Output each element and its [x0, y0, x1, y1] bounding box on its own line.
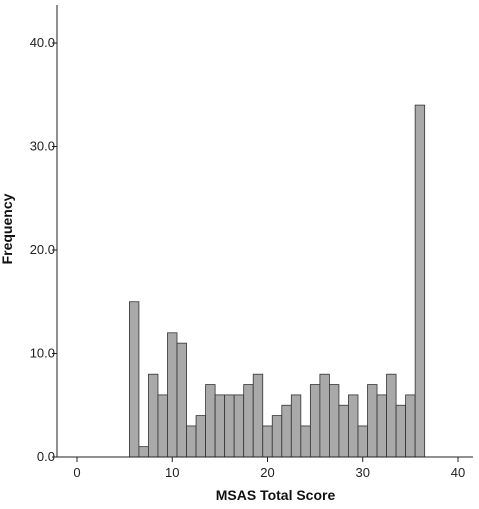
bar-18: [243, 384, 254, 458]
bar-19: [252, 373, 264, 458]
bar-13: [195, 415, 206, 458]
bar-36: [414, 104, 426, 458]
x-tick-label: 30: [356, 465, 370, 480]
y-tick-label: 0.0: [37, 449, 55, 464]
y-tick-label: 40.0: [30, 35, 55, 50]
bar-32: [376, 394, 387, 458]
x-tick-label: 20: [260, 465, 274, 480]
x-axis-label: MSAS Total Score: [216, 487, 336, 503]
bar-8: [148, 373, 159, 458]
bar-20: [262, 425, 273, 458]
bar-27: [329, 384, 340, 458]
bar-6: [128, 301, 140, 458]
bar-31: [367, 384, 378, 458]
bar-9: [157, 394, 168, 458]
bar-33: [386, 373, 397, 458]
bar-21: [271, 415, 283, 458]
bar-17: [233, 394, 245, 458]
bar-35: [405, 394, 416, 458]
bar-22: [281, 404, 292, 458]
y-axis-label: Frequency: [0, 193, 15, 264]
x-tick-label: 0: [73, 465, 80, 480]
bars-group: [128, 104, 426, 458]
y-tick-label: 10.0: [30, 346, 55, 361]
x-tick-label: 40: [451, 465, 465, 480]
bar-29: [348, 394, 359, 458]
bar-15: [214, 394, 226, 458]
bar-30: [357, 425, 368, 458]
bar-16: [224, 394, 235, 458]
bar-28: [338, 404, 349, 458]
bar-7: [138, 446, 149, 458]
bar-23: [290, 394, 302, 458]
axes-group: 0.0 10.0 20.0 30.0 40.0 0 10 20 30 40: [30, 5, 473, 480]
bar-14: [205, 384, 216, 458]
bar-26: [319, 373, 330, 458]
y-tick-label: 20.0: [30, 242, 55, 257]
bar-12: [186, 425, 197, 458]
bar-34: [395, 404, 407, 458]
bar-10: [167, 332, 178, 458]
bar-24: [300, 425, 311, 458]
x-tick-label: 10: [165, 465, 179, 480]
y-tick-label: 30.0: [30, 139, 55, 154]
bar-25: [309, 384, 321, 458]
bar-11: [176, 342, 187, 458]
